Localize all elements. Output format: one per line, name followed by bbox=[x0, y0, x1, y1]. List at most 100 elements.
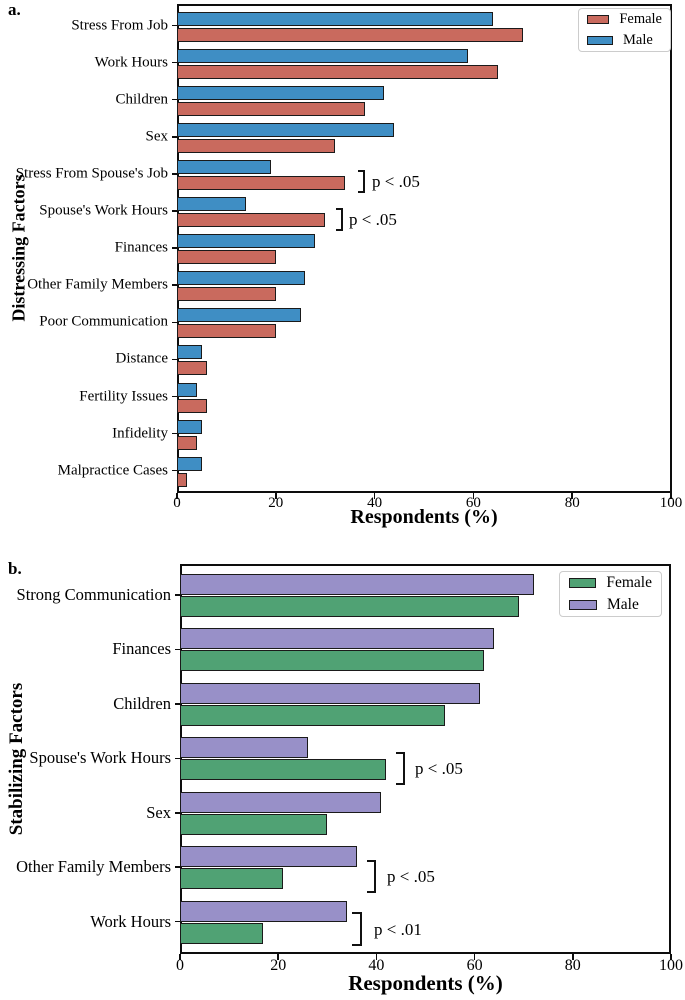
x-axis-tick-label: 80 bbox=[564, 495, 580, 511]
category-label: Sex bbox=[145, 128, 169, 145]
x-axis-tick bbox=[375, 954, 378, 960]
category-label: Fertility Issues bbox=[79, 388, 168, 404]
legend-label: Female bbox=[619, 11, 662, 27]
significance-label: p < .05 bbox=[349, 210, 397, 229]
category-label: Spouse's Work Hours bbox=[39, 202, 168, 219]
category-label: Spouse's Work Hours bbox=[29, 748, 171, 768]
category-label: Stress From Spouse's Job bbox=[15, 165, 168, 182]
bar-male-5 bbox=[177, 159, 271, 174]
bar-female-5 bbox=[180, 813, 328, 835]
bar-male-1 bbox=[177, 11, 494, 26]
category-label: Finances bbox=[114, 239, 168, 256]
x-axis-tick bbox=[670, 954, 672, 960]
bar-male-6 bbox=[180, 846, 357, 868]
significance-label: p < .01 bbox=[374, 920, 422, 939]
bar-female-4 bbox=[180, 759, 387, 781]
significance-bracket bbox=[358, 170, 365, 193]
bar-female-13 bbox=[177, 472, 187, 487]
x-axis-tick bbox=[571, 493, 573, 499]
legend-item-female: Female bbox=[569, 574, 652, 592]
bar-female-1 bbox=[177, 27, 523, 42]
bar-female-10 bbox=[177, 361, 207, 376]
category-label: Stress From Job bbox=[71, 17, 168, 33]
x-axis-tick-label: 20 bbox=[268, 495, 284, 511]
bar-male-3 bbox=[180, 682, 480, 704]
bar-male-2 bbox=[177, 48, 469, 63]
x-axis-tick-label: 80 bbox=[564, 957, 581, 974]
category-label: Other Family Members bbox=[27, 276, 168, 293]
x-axis-tick bbox=[176, 493, 178, 499]
bar-female-8 bbox=[177, 287, 276, 302]
category-tick bbox=[175, 757, 180, 760]
bar-female-9 bbox=[177, 324, 276, 339]
category-tick bbox=[172, 395, 177, 398]
legend-item-male: Male bbox=[587, 32, 662, 49]
category-label: Children bbox=[115, 91, 169, 108]
category-label: Work Hours bbox=[94, 54, 168, 71]
category-label: Poor Communication bbox=[39, 313, 168, 330]
bar-male-7 bbox=[177, 234, 316, 249]
category-label: Children bbox=[113, 693, 171, 713]
category-label: Infidelity bbox=[112, 425, 168, 442]
x-axis-tick bbox=[373, 493, 376, 499]
panel-a-plot-area bbox=[177, 4, 672, 493]
category-tick bbox=[172, 432, 177, 435]
panel-b-legend: Female Male bbox=[559, 571, 662, 617]
legend-item-male: Male bbox=[569, 596, 652, 614]
legend-label: Male bbox=[623, 32, 653, 48]
x-axis-tick-label: 40 bbox=[368, 957, 385, 974]
x-axis-tick bbox=[179, 954, 181, 960]
category-tick bbox=[172, 98, 177, 101]
bar-female-3 bbox=[177, 101, 365, 116]
bar-female-11 bbox=[177, 398, 207, 413]
bar-male-4 bbox=[177, 122, 395, 137]
panel-a-x-axis-title: Respondents (%) bbox=[350, 506, 498, 528]
male-color-swatch bbox=[587, 36, 613, 45]
category-tick bbox=[175, 866, 180, 869]
x-axis-tick-label: 20 bbox=[270, 957, 287, 974]
female-color-swatch bbox=[587, 15, 610, 24]
bar-male-1 bbox=[180, 574, 534, 595]
category-tick bbox=[172, 321, 177, 324]
x-axis-tick-label: 0 bbox=[176, 957, 184, 974]
x-axis-tick-label: 0 bbox=[173, 495, 181, 511]
bar-male-7 bbox=[180, 900, 347, 922]
significance-bracket bbox=[367, 860, 376, 893]
panel-a-legend: Female Male bbox=[578, 8, 671, 52]
bar-male-5 bbox=[180, 791, 382, 813]
significance-label: p < .05 bbox=[372, 172, 420, 191]
x-axis-tick bbox=[473, 954, 476, 960]
bar-male-6 bbox=[177, 197, 247, 211]
bar-female-7 bbox=[180, 922, 264, 944]
bar-female-2 bbox=[177, 64, 499, 79]
legend-label: Female bbox=[606, 574, 652, 591]
bar-male-10 bbox=[177, 345, 202, 360]
bar-female-1 bbox=[180, 596, 519, 617]
panel-a-letter: a. bbox=[8, 0, 21, 19]
bar-female-3 bbox=[180, 704, 446, 726]
category-tick bbox=[172, 210, 177, 212]
significance-label: p < .05 bbox=[415, 759, 463, 778]
bar-female-6 bbox=[180, 868, 284, 890]
category-tick bbox=[175, 594, 180, 596]
category-label: Distance bbox=[115, 350, 168, 367]
significance-label: p < .05 bbox=[387, 867, 435, 886]
x-axis-tick-label: 40 bbox=[367, 495, 383, 511]
panel-b-x-axis-title: Respondents (%) bbox=[348, 971, 503, 995]
x-axis-tick-label: 60 bbox=[466, 957, 483, 974]
category-tick bbox=[172, 173, 177, 175]
bar-male-13 bbox=[177, 456, 202, 471]
category-tick bbox=[172, 469, 177, 472]
legend-label: Male bbox=[607, 596, 639, 613]
x-axis-tick-label: 100 bbox=[659, 957, 683, 974]
female-color-swatch bbox=[569, 578, 597, 588]
panel-b-letter: b. bbox=[8, 559, 22, 578]
bar-female-2 bbox=[180, 650, 485, 672]
bar-male-2 bbox=[180, 628, 495, 650]
bar-female-4 bbox=[177, 138, 336, 153]
bar-female-6 bbox=[177, 213, 326, 227]
x-axis-tick-label: 100 bbox=[659, 495, 683, 511]
category-label: Malpractice Cases bbox=[57, 462, 168, 479]
x-axis-tick bbox=[670, 493, 672, 499]
